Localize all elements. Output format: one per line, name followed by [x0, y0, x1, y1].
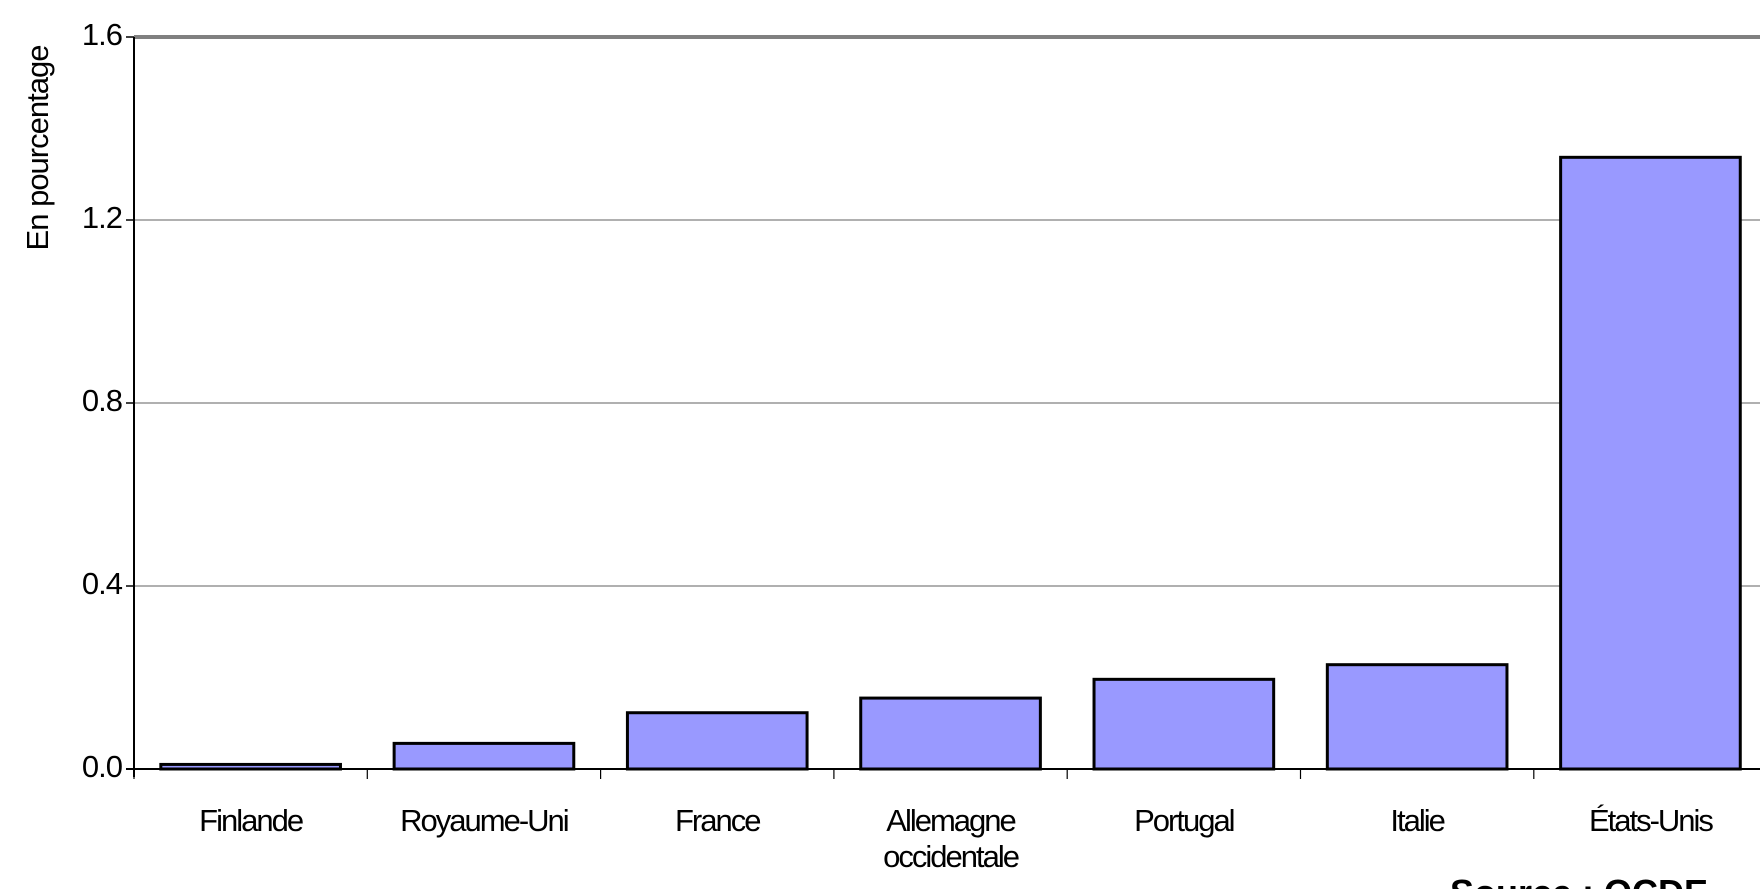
y-tick-label: 1.2	[82, 200, 122, 235]
bar	[859, 696, 1042, 771]
x-tick-label: Royaume-Uni	[400, 803, 570, 838]
y-tick-label: 1.6	[82, 17, 122, 52]
x-tick-label: Italie	[1390, 803, 1445, 838]
bar	[392, 741, 576, 771]
bar	[1559, 155, 1742, 771]
y-axis-label: En pourcentage	[20, 46, 55, 251]
x-tick-label: États-Unis	[1588, 803, 1714, 838]
bar	[625, 711, 809, 771]
bar	[1325, 663, 1509, 771]
x-tick-label: Allemagne occidentale	[883, 803, 1020, 874]
bar	[1092, 677, 1276, 771]
y-tick-label: 0.0	[82, 749, 123, 784]
x-tick-label: Portugal	[1134, 803, 1235, 838]
y-tick-label: 0.4	[82, 566, 123, 601]
x-tick-label: Finlande	[199, 803, 304, 838]
y-tick-label: 0.8	[82, 383, 122, 418]
source-note: Source : OCDE	[1450, 872, 1708, 889]
x-tick-label: France	[675, 803, 761, 838]
